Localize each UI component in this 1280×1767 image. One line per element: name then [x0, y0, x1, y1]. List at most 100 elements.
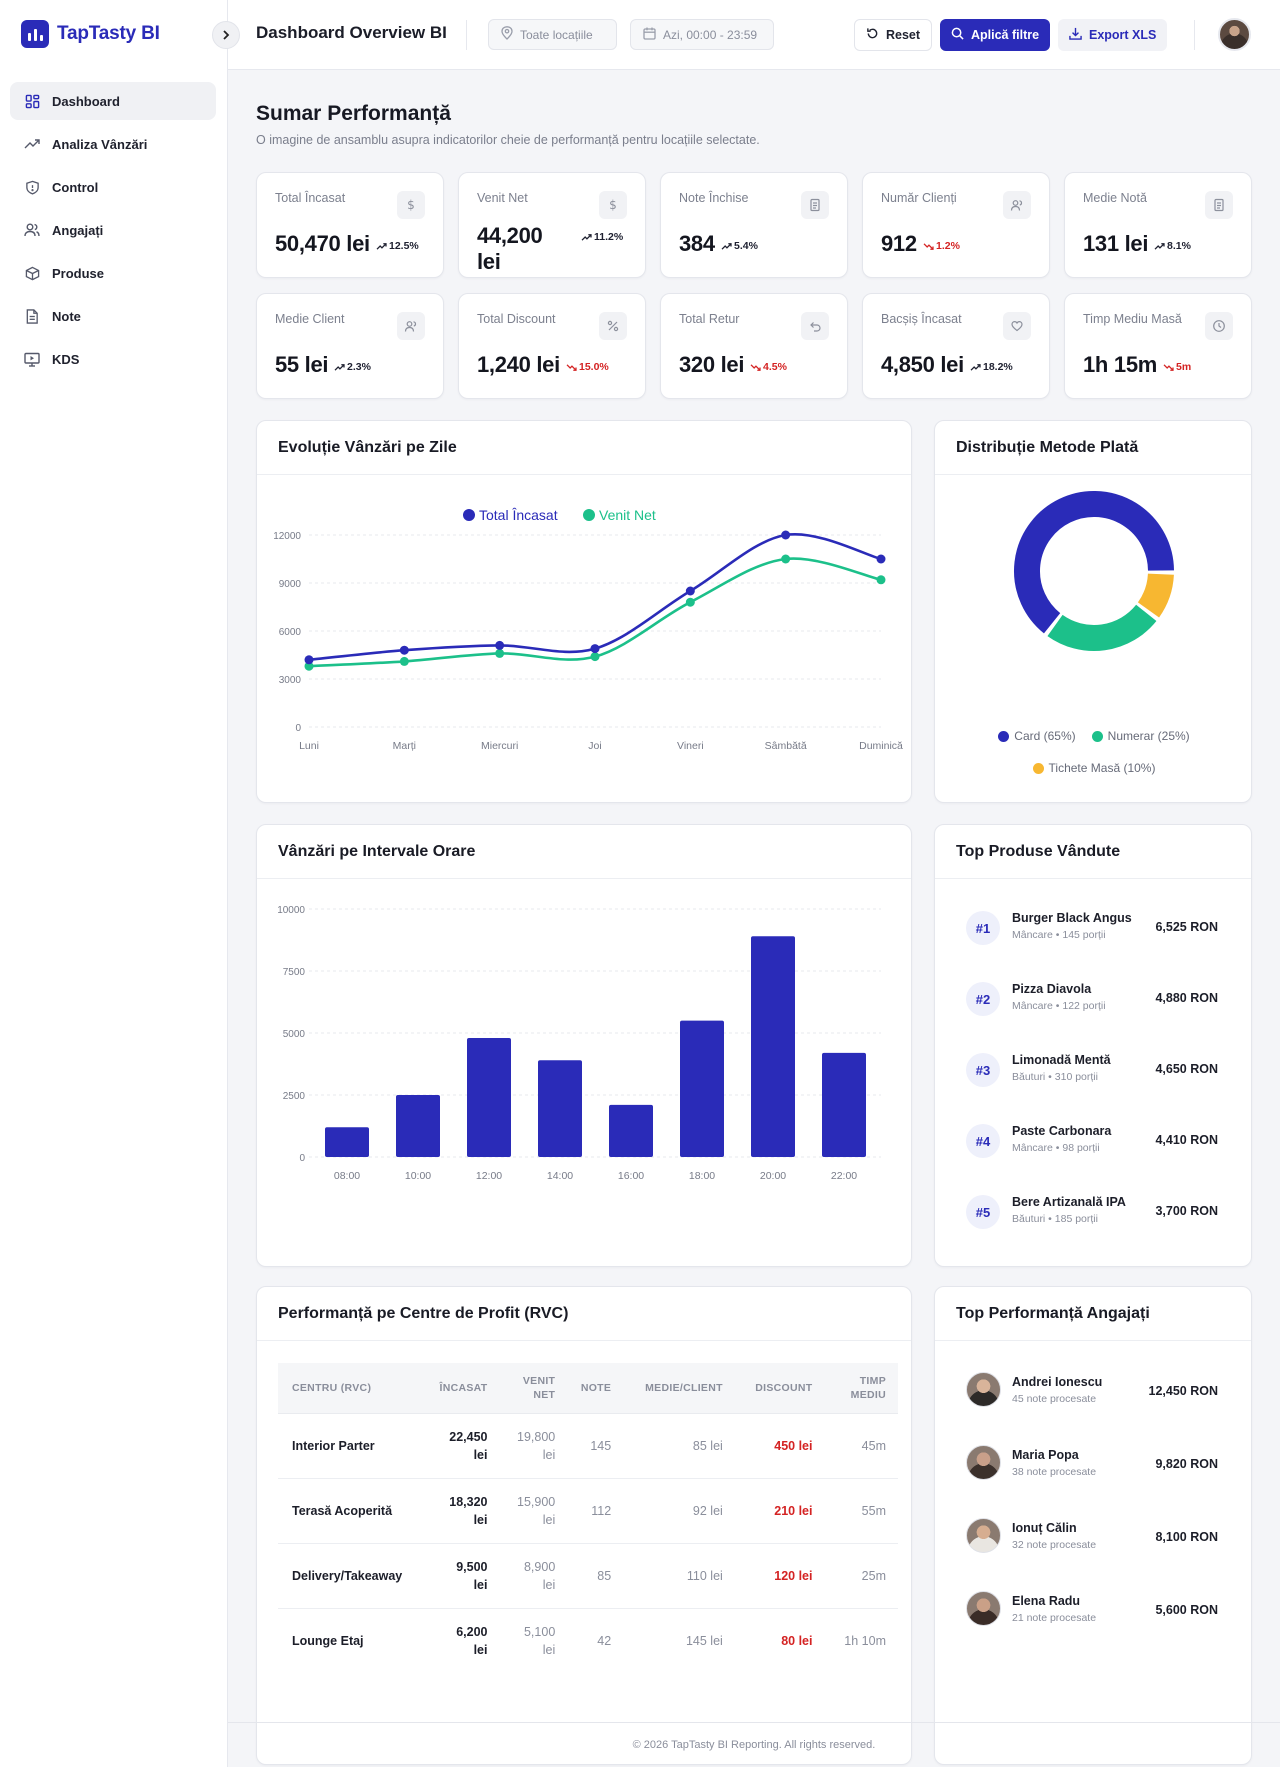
kpi-card: Note Închise 384 5.4%	[660, 172, 848, 278]
top-products-card: Top Produse Vândute #1 Burger Black Angus…	[934, 824, 1252, 1267]
table-cell: 22,450 lei	[427, 1413, 500, 1479]
column-header[interactable]: Discount	[734, 1363, 825, 1414]
card-title: Vânzări pe Intervale Orare	[257, 825, 911, 879]
kpi-value: 50,470 lei	[275, 231, 370, 256]
calendar-icon	[643, 27, 656, 43]
kpi-trend-value: 2.3%	[347, 361, 371, 373]
bar	[609, 1104, 653, 1157]
list-item[interactable]: #1 Burger Black Angus Mâncare • 145 porții…	[966, 908, 1218, 948]
sidebar-item-analiza-vanzari[interactable]: Analiza Vânzări	[10, 125, 216, 163]
y-tick-label: 7500	[283, 967, 306, 978]
sidebar-toggle-button[interactable]	[212, 21, 240, 49]
table-cell: 9,500 lei	[427, 1543, 500, 1609]
column-header[interactable]: Timp Mediu	[824, 1363, 898, 1414]
user-avatar[interactable]	[1218, 18, 1251, 51]
product-name: Limonadă Mentă	[1012, 1053, 1111, 1067]
sidebar-item-label: Produse	[52, 265, 105, 281]
kpi-card: Număr Clienți 912 1.2%	[862, 172, 1050, 278]
divider	[1194, 20, 1195, 50]
sales-by-hour-card: Vânzări pe Intervale Orare 0 2500 5000 7500…	[256, 824, 912, 1267]
sidebar-item-dashboard[interactable]: Dashboard	[10, 82, 216, 120]
bar	[822, 1052, 866, 1157]
table-header-row: Centru (RVC) Încasat Venit Net Note Medi…	[278, 1363, 898, 1414]
sidebar-item-note[interactable]: Note	[10, 297, 216, 335]
table-row[interactable]: Lounge Etaj 6,200 lei 5,100 lei 42 145 lei 80…	[278, 1608, 898, 1673]
column-header[interactable]: Note	[567, 1363, 624, 1414]
y-tick-label: 12000	[273, 531, 301, 542]
kpi-trend-value: 5m	[1176, 361, 1192, 373]
reset-button[interactable]: Reset	[854, 19, 933, 51]
data-point	[304, 661, 314, 671]
column-header[interactable]: Venit Net	[499, 1363, 568, 1414]
table-cell: 5,100 lei	[523, 1624, 556, 1657]
data-point	[685, 597, 695, 607]
list-item[interactable]: Ionuț Călin 32 note procesate 8,100 RON	[966, 1518, 1218, 1558]
data-point	[590, 644, 600, 654]
table-cell: 450 lei	[734, 1413, 825, 1479]
sidebar-item-kds[interactable]: KDS	[10, 340, 216, 378]
receipt-icon	[1205, 191, 1233, 219]
legend-dot	[583, 509, 595, 521]
column-header[interactable]: Încasat	[427, 1363, 500, 1414]
product-meta: Mâncare • 98 porții	[1012, 1142, 1100, 1154]
list-item[interactable]: #5 Bere Artizanală IPA Băuturi • 185 porți…	[966, 1192, 1218, 1232]
table-cell: 145 lei	[685, 1633, 723, 1648]
data-point	[495, 648, 505, 658]
rotate-ccw-icon	[866, 27, 879, 43]
list-item[interactable]: #2 Pizza Diavola Mâncare • 122 porții 4,880…	[966, 979, 1218, 1019]
table-row[interactable]: Terasă Acoperită 18,320 lei 15,900 lei 112 9…	[278, 1478, 898, 1544]
kpi-card: Medie Notă 131 lei 8.1%	[1064, 172, 1252, 278]
users-icon	[1003, 191, 1031, 219]
kpi-value: 1h 15m	[1083, 352, 1158, 377]
bar	[751, 936, 795, 1157]
table-cell: Interior Parter	[278, 1413, 428, 1479]
employee-name: Andrei Ionescu	[1012, 1375, 1103, 1389]
employee-meta: 32 note procesate	[1012, 1539, 1097, 1551]
summary-subtitle: O imagine de ansamblu asupra indicatoril…	[256, 133, 760, 147]
svg-text:$: $	[609, 198, 617, 212]
footer-text: © 2026 TapTasty BI Reporting. All rights…	[632, 1739, 876, 1751]
data-point	[876, 554, 886, 564]
kpi-value: 55 lei	[275, 352, 329, 377]
x-tick-label: 20:00	[760, 1170, 786, 1182]
sidebar-item-angajati[interactable]: Angajați	[10, 211, 216, 249]
brand[interactable]: TapTasty BI	[21, 20, 160, 48]
legend-dot	[1032, 762, 1044, 774]
x-tick-label: Sâmbătă	[765, 740, 807, 752]
sidebar-item-label: KDS	[52, 351, 80, 367]
legend-label: Tichete Masă (10%)	[1048, 761, 1156, 775]
users-icon	[24, 222, 40, 238]
download-icon	[1069, 27, 1082, 43]
sidebar-item-control[interactable]: Control	[10, 168, 216, 206]
avatar	[966, 1518, 1001, 1553]
avatar	[966, 1591, 1001, 1626]
page-footer: © 2026 TapTasty BI Reporting. All rights…	[228, 1722, 1280, 1767]
date-range-filter[interactable]: Azi, 00:00 - 23:59	[630, 19, 774, 50]
sidebar-item-produse[interactable]: Produse	[10, 254, 216, 292]
kpi-card: Total Discount 1,240 lei 15.0%	[458, 293, 646, 399]
list-item[interactable]: Andrei Ionescu 45 note procesate 12,450 RO…	[966, 1372, 1218, 1412]
trending-up-icon	[334, 363, 345, 371]
list-item[interactable]: Elena Radu 21 note procesate 5,600 RON	[966, 1591, 1218, 1631]
trending-up-icon	[721, 242, 732, 250]
column-header[interactable]: Centru (RVC)	[278, 1363, 428, 1414]
list-item[interactable]: #3 Limonadă Mentă Băuturi • 310 porții 4,65…	[966, 1050, 1218, 1090]
kpi-trend: 12.5%	[376, 240, 419, 252]
avatar	[966, 1372, 1001, 1407]
receipt-icon	[801, 191, 829, 219]
location-filter[interactable]: Toate locațiile	[488, 19, 617, 50]
list-item[interactable]: #4 Paste Carbonara Mâncare • 98 porții 4,41…	[966, 1121, 1218, 1161]
table-row[interactable]: Interior Parter 22,450 lei 19,800 lei 145 85…	[278, 1413, 898, 1479]
apply-filters-button[interactable]: Aplică filtre	[940, 19, 1051, 51]
column-header[interactable]: Medie/Client	[623, 1363, 735, 1414]
export-xls-button[interactable]: Export XLS	[1058, 19, 1168, 51]
table-cell: 19,800 lei	[499, 1413, 568, 1479]
table-row[interactable]: Delivery/Takeaway 9,500 lei 8,900 lei 85 110…	[278, 1543, 898, 1609]
y-tick-label: 2500	[283, 1091, 306, 1102]
data-point	[876, 575, 886, 585]
monitor-icon	[24, 351, 40, 367]
kpi-value: 912	[881, 231, 917, 256]
apply-filters-label: Aplică filtre	[971, 28, 1040, 42]
product-amount: 4,410 RON	[1155, 1133, 1218, 1147]
list-item[interactable]: Maria Popa 38 note procesate 9,820 RON	[966, 1445, 1218, 1485]
